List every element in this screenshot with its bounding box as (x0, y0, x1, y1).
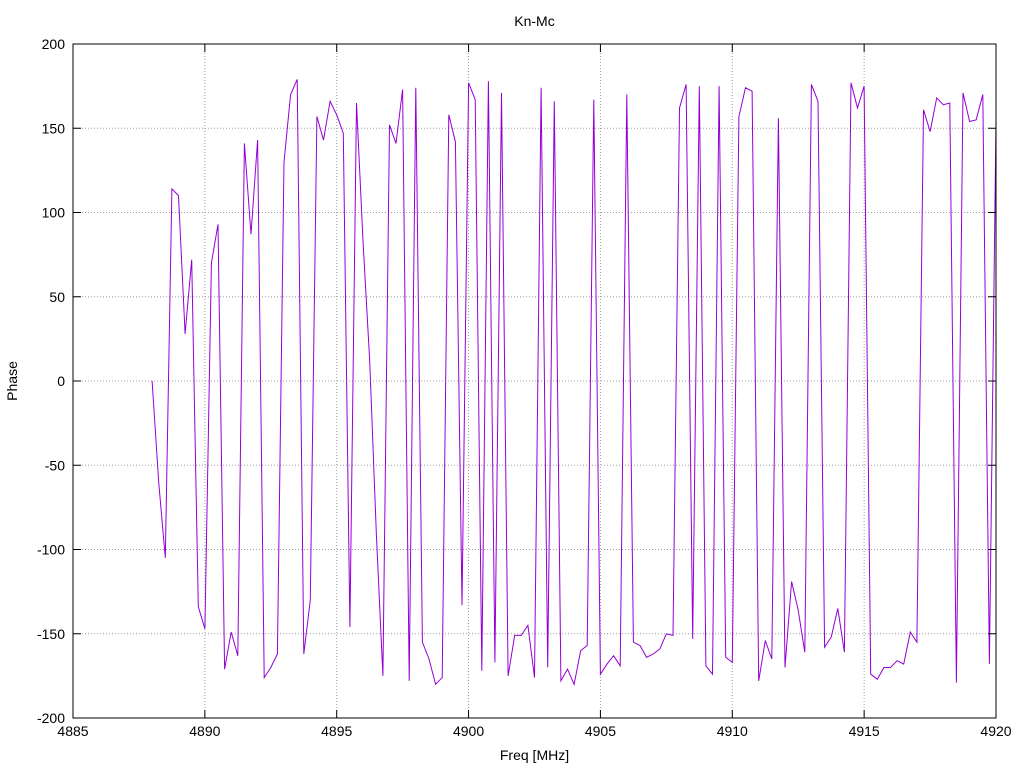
y-axis-title: Phase (4, 361, 20, 401)
y-tick-label: -150 (37, 626, 65, 642)
x-tick-label: 4900 (453, 723, 484, 739)
y-tick-label: -100 (37, 542, 65, 558)
y-tick-label: 50 (49, 289, 65, 305)
x-tick-label: 4890 (189, 723, 220, 739)
x-tick-label: 4915 (849, 723, 880, 739)
chart-title: Kn-Mc (514, 13, 554, 29)
series-line (151, 79, 997, 686)
y-tick-label: -200 (37, 710, 65, 726)
x-tick-label: 4905 (585, 723, 616, 739)
x-tick-label: 4920 (980, 723, 1011, 739)
ticks: 4885 4890 4895 4900 4905 4910 4915 4920 -200 -150… (37, 36, 1012, 739)
x-tick-label: 4895 (321, 723, 352, 739)
y-tick-label: -50 (45, 457, 65, 473)
x-tick-label: 4910 (717, 723, 748, 739)
y-tick-label: 200 (42, 36, 66, 52)
y-tick-label: 100 (42, 205, 66, 221)
x-tick-label: 4885 (57, 723, 88, 739)
y-tick-label: 0 (57, 373, 65, 389)
x-axis-title: Freq [MHz] (500, 747, 569, 763)
grid (73, 44, 996, 718)
y-tick-label: 150 (42, 120, 66, 136)
series-layer (151, 79, 997, 686)
